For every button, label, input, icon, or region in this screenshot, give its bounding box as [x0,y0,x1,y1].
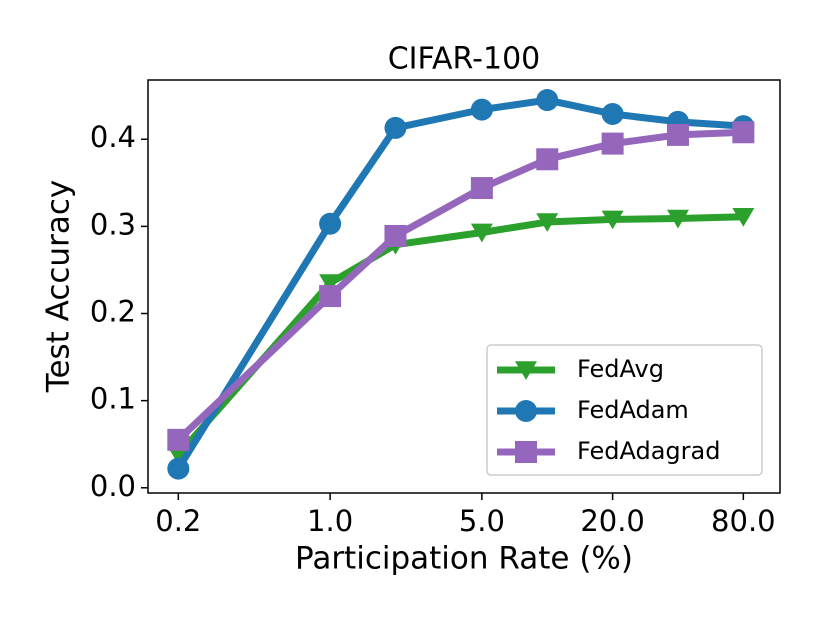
legend-marker [515,441,537,463]
chart-title: CIFAR-100 [388,42,541,77]
x-tick-label: 80.0 [711,504,776,538]
x-tick-label: 20.0 [580,504,645,538]
y-tick-label: 0.3 [90,207,136,241]
legend-marker [515,400,537,422]
data-point [319,212,342,235]
y-tick-label: 0.0 [90,469,136,503]
x-axis-label: Participation Rate (%) [295,541,633,577]
data-point [470,98,493,121]
data-point [732,121,755,144]
data-point [666,209,689,229]
plot-frame [147,79,781,494]
y-tick-label: 0.1 [90,382,136,416]
legend-label: FedAdagrad [577,437,720,465]
data-point [601,102,624,125]
data-point [384,116,407,139]
data-point [732,207,755,227]
data-point [167,457,190,480]
data-point [384,224,407,247]
data-point [470,177,493,200]
y-tick-label: 0.2 [90,295,136,329]
series-line [175,213,744,457]
data-point [319,285,342,308]
x-tick-label: 5.0 [459,504,505,538]
data-point [319,274,342,293]
data-point [536,89,559,112]
data-point [470,223,493,243]
x-tick-label: 1.0 [307,504,353,538]
y-tick-label: 0.4 [90,120,136,154]
legend-marker [515,361,537,380]
x-tick-label: 0.2 [155,504,201,538]
data-point [601,210,624,230]
legend-label: FedAvg [577,355,664,383]
legend-box [486,344,763,476]
y-axis-label: Test Accuracy [41,180,77,393]
data-point [536,213,559,232]
legend-label: FedAdam [577,396,689,424]
data-point [536,148,559,171]
data-point [167,428,190,451]
data-point [601,132,624,155]
data-point [666,123,689,146]
